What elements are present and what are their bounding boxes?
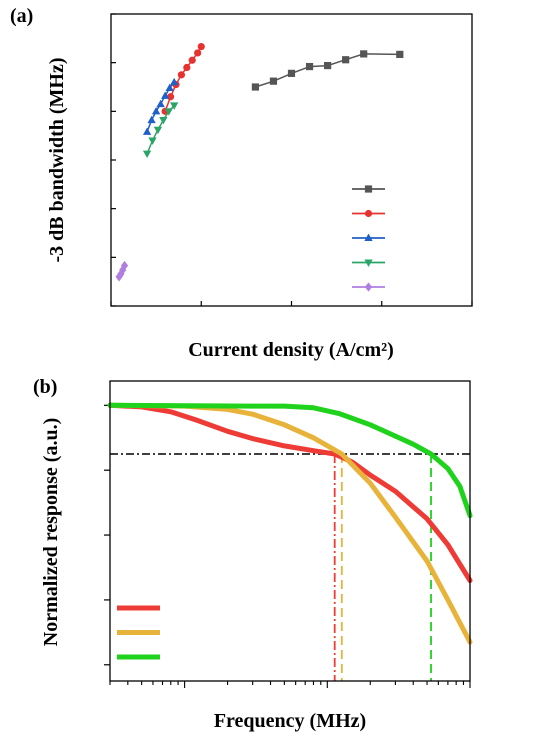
panel-a-point-3 — [170, 102, 179, 110]
panel-a-point-4 — [119, 265, 127, 275]
panel-a-legend-marker-4 — [364, 282, 373, 292]
panel-b-legend — [117, 605, 160, 660]
panel-a-point-3 — [142, 150, 152, 158]
panel-b-ticks — [104, 404, 471, 688]
panel-a-legend-marker-0 — [364, 185, 373, 193]
panel-a-point-2 — [142, 127, 152, 135]
panel-a-xlabel: Current density (A/cm²) — [188, 339, 394, 361]
panel-a-point-0 — [342, 56, 350, 64]
panel-a-point-0 — [360, 50, 368, 58]
panel-a-point-2 — [170, 77, 179, 86]
panel-a-point-1 — [188, 56, 196, 64]
panel-a-point-3 — [153, 126, 163, 135]
panel-a-point-1 — [197, 43, 205, 51]
panel-b-frame — [109, 380, 471, 682]
panel-a-point-1 — [177, 71, 185, 79]
panel-b-xlabel: Frequency (MHz) — [214, 710, 366, 732]
panel-a: (a) Current density (A/cm²) -3 dB bandwi… — [10, 5, 473, 361]
panel-a-point-3 — [164, 108, 173, 116]
panel-a-point-1 — [183, 63, 191, 72]
panel-a-ylabel: -3 dB bandwidth (MHz) — [46, 57, 68, 262]
panel-a-ticks — [110, 13, 473, 307]
panel-a-point-2 — [156, 99, 165, 108]
panel-b-ylabel: Normalized response (a.u.) — [40, 418, 62, 647]
panel-a-legend-marker-2 — [364, 233, 373, 242]
panel-a-point-2 — [161, 91, 170, 99]
panel-a-point-0 — [287, 69, 296, 77]
panel-a-legend-marker-1 — [364, 209, 373, 218]
panel-a-label: (a) — [10, 5, 33, 27]
panel-a-point-0 — [251, 83, 259, 91]
panel-b: (b) Frequency (MHz) Normalized response … — [33, 376, 473, 732]
panel-a-point-3 — [159, 117, 168, 125]
panel-a-point-3 — [148, 137, 157, 145]
panel-a-point-0 — [269, 77, 278, 85]
panel-a-point-2 — [147, 115, 156, 124]
panel-a-legend-marker-3 — [364, 259, 373, 267]
panel-a-point-0 — [324, 61, 332, 70]
panel-a-legend — [352, 185, 385, 292]
panel-a-point-1 — [194, 49, 202, 57]
panel-a-series-line-1 — [164, 46, 202, 112]
panel-b-series-line-1 — [107, 402, 473, 645]
panel-a-series-line-0 — [255, 53, 400, 88]
panel-a-point-2 — [165, 83, 174, 92]
panel-b-reference — [110, 453, 470, 681]
panel-a-series — [115, 43, 404, 282]
panel-b-series-line-0 — [107, 402, 473, 583]
panel-b-series — [107, 402, 473, 645]
panel-b-label: (b) — [33, 376, 57, 398]
panel-a-point-2 — [151, 107, 161, 115]
panel-a-frame — [110, 13, 473, 307]
panel-b-series-line-2 — [107, 402, 473, 519]
panel-a-point-0 — [396, 50, 404, 58]
panel-a-point-0 — [305, 62, 314, 71]
panel-a-point-4 — [120, 260, 129, 271]
